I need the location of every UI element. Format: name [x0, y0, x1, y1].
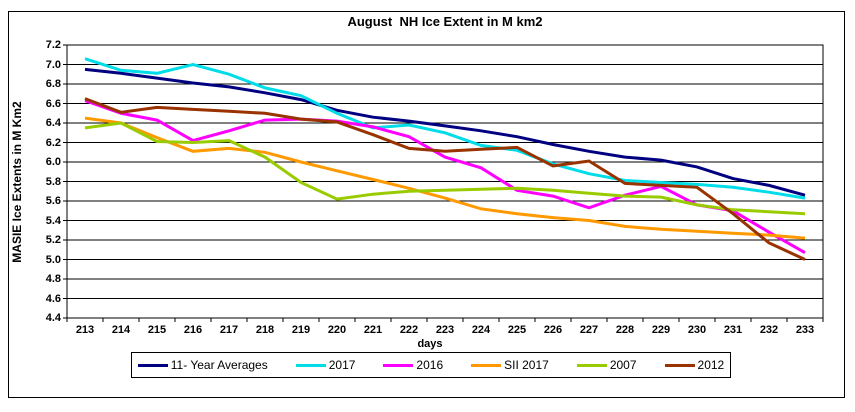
- y-tick-label: 6.6: [45, 97, 61, 110]
- y-tick-label: 7.2: [45, 39, 61, 51]
- y-tick-label: 6.4: [45, 117, 61, 129]
- series-line-sii-2017: [84, 116, 806, 240]
- legend-label: 11- Year Averages: [170, 358, 268, 372]
- legend-item-11-year-averages: 11- Year Averages: [137, 358, 268, 372]
- legend-label: 2012: [697, 358, 725, 372]
- legend-item-2007: 2007: [576, 358, 637, 372]
- x-tick-label: 223: [435, 324, 455, 336]
- legend-label: 2017: [328, 358, 356, 372]
- legend-label: 2007: [609, 358, 637, 372]
- x-tick-label: 213: [75, 324, 95, 336]
- y-tick-label: 5.8: [45, 175, 61, 188]
- legend-label: SII 2017: [504, 358, 549, 372]
- series-line-2012: [84, 97, 806, 261]
- legend-item-2016: 2016: [383, 358, 443, 372]
- series-line-11-year-averages: [84, 67, 806, 197]
- y-tick-label: 5.6: [45, 195, 61, 207]
- series-line-2007: [84, 121, 806, 216]
- plot-border: [66, 44, 824, 319]
- legend-item-sii-2017: SII 2017: [471, 358, 549, 372]
- legend-swatch: [383, 363, 414, 367]
- legend-swatch: [295, 363, 326, 367]
- x-tick-label: 215: [147, 324, 167, 336]
- chart-title: August NH Ice Extent in M km2: [347, 14, 543, 29]
- x-tick-label: 227: [579, 324, 599, 336]
- x-tick-label: 231: [723, 324, 743, 336]
- x-tick-label: 232: [759, 324, 779, 336]
- x-tick-label: 225: [507, 324, 527, 336]
- x-tick-label: 233: [795, 324, 815, 336]
- legend-swatch: [664, 363, 695, 367]
- legend-swatch: [471, 363, 502, 367]
- x-tick-label: 230: [687, 324, 707, 336]
- y-tick-label: 5.4: [45, 214, 61, 227]
- y-tick-label: 6.0: [45, 156, 61, 168]
- legend-label: 2016: [416, 358, 444, 372]
- x-tick-label: 217: [219, 324, 239, 336]
- x-tick-label: 226: [543, 324, 563, 336]
- x-tick-label: 229: [651, 324, 671, 336]
- series-line-2017: [84, 57, 806, 200]
- legend-item-2012: 2012: [664, 358, 725, 372]
- x-tick-label: 214: [111, 324, 131, 336]
- legend-item-2017: 2017: [295, 358, 356, 372]
- y-tick-label: 5.0: [45, 253, 61, 266]
- x-tick-label: 228: [615, 324, 635, 336]
- x-tick-label: 219: [291, 324, 311, 336]
- y-tick-label: 4.6: [45, 292, 61, 305]
- x-tick-label: 220: [327, 324, 347, 336]
- x-tick-label: 224: [471, 324, 491, 336]
- legend-swatch: [576, 363, 607, 367]
- y-tick-label: 7.0: [45, 58, 61, 71]
- x-tick-label: 221: [363, 324, 383, 336]
- legend-swatch: [137, 363, 168, 367]
- x-tick-label: 216: [183, 324, 203, 336]
- x-axis-title: days: [417, 338, 443, 350]
- y-tick-label: 6.8: [45, 78, 61, 90]
- legend: 11- Year Averages 2017 2016 SII 2017 2007 201…: [131, 352, 731, 378]
- y-tick-label: 4.8: [45, 273, 61, 285]
- y-tick-label: 4.4: [45, 312, 61, 324]
- x-tick-label: 218: [255, 324, 275, 336]
- x-tick-label: 222: [399, 324, 419, 336]
- y-tick-label: 6.2: [45, 136, 61, 149]
- y-tick-label: 5.2: [45, 234, 61, 246]
- series-line-2016: [84, 99, 806, 255]
